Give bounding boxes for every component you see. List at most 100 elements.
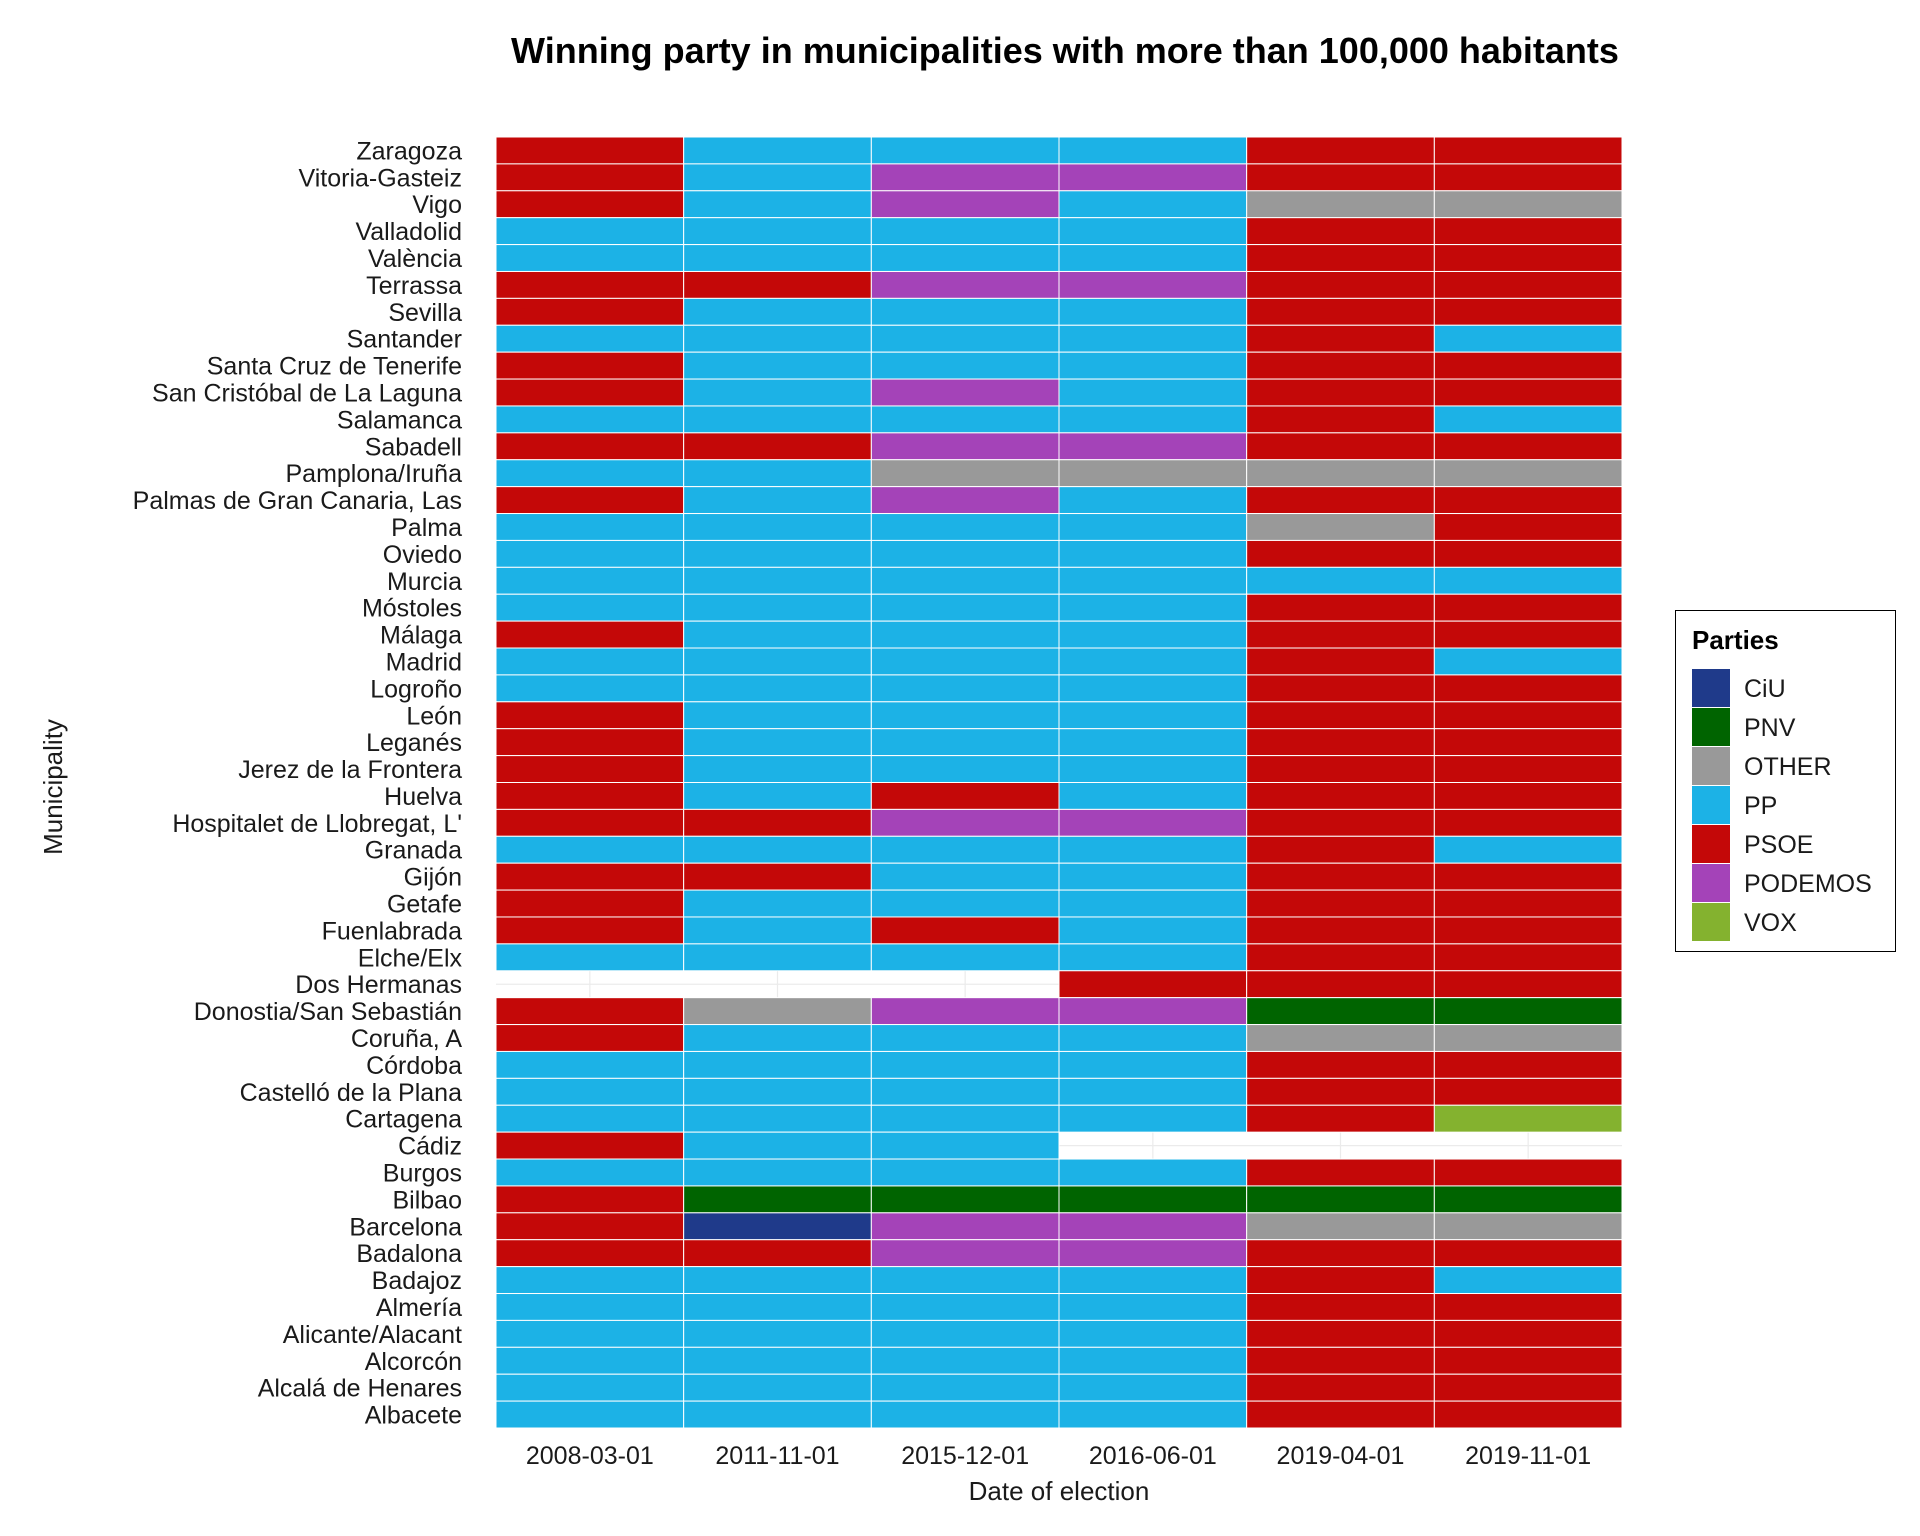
y-tick-label: Alcorcón: [365, 1348, 462, 1376]
heatmap-cell: [1058, 1024, 1248, 1052]
y-tick-label: Santa Cruz de Tenerife: [207, 353, 462, 381]
heatmap-cell: [1433, 620, 1623, 649]
legend-swatch: [1692, 708, 1730, 746]
heatmap-cell: [495, 1104, 685, 1133]
heatmap-cell: [683, 324, 872, 353]
heatmap-cell: [1246, 1319, 1435, 1348]
heatmap-cell: [870, 190, 1060, 219]
heatmap-cell: [683, 432, 872, 461]
heatmap-cell: [683, 1104, 872, 1133]
heatmap-cell: [870, 1400, 1060, 1429]
heatmap-cell: [683, 755, 872, 784]
heatmap-cell: [1433, 270, 1623, 299]
y-tick-label: Terrassa: [366, 272, 462, 300]
heatmap-cell: [1058, 593, 1248, 622]
heatmap-cell: [1433, 136, 1623, 165]
y-tick-label: Cartagena: [345, 1106, 462, 1134]
heatmap-cell: [1246, 244, 1435, 272]
heatmap-cell: [495, 808, 685, 837]
heatmap-cell: [870, 916, 1060, 945]
heatmap-cell: [1058, 297, 1248, 326]
heatmap-cell: [1058, 513, 1248, 541]
y-tick-label: Alcalá de Henares: [258, 1375, 462, 1403]
y-tick-label: Vitoria-Gasteiz: [299, 164, 463, 192]
heatmap-cell: [1246, 1400, 1435, 1429]
heatmap-cell: [1058, 970, 1248, 999]
heatmap-cell: [495, 647, 685, 676]
y-tick-label: Salamanca: [337, 406, 462, 434]
heatmap-cell: [1058, 1104, 1248, 1133]
y-tick-label: Huelva: [384, 783, 462, 811]
heatmap-cell: [1246, 270, 1435, 299]
heatmap-cell: [870, 163, 1060, 192]
heatmap-cell: [1433, 1024, 1623, 1052]
heatmap-cell: [683, 1266, 872, 1295]
y-tick-label: Bilbao: [393, 1186, 463, 1214]
heatmap-cell: [1058, 1266, 1248, 1295]
heatmap-cell: [1246, 513, 1435, 541]
heatmap-cell: [1246, 808, 1435, 837]
heatmap-cell: [1058, 244, 1248, 272]
heatmap-cell: [1058, 324, 1248, 353]
heatmap-cell: [870, 1077, 1060, 1106]
heatmap-cell: [870, 324, 1060, 353]
heatmap-cell: [1246, 190, 1435, 219]
heatmap-cell: [1058, 755, 1248, 784]
x-tick-label: 2015-12-01: [901, 1442, 1029, 1470]
heatmap-cell: [495, 943, 685, 972]
heatmap-cell: [495, 835, 685, 864]
y-tick-label: Coruña, A: [351, 1025, 463, 1053]
heatmap-cell: [495, 862, 685, 891]
heatmap-cell: [1058, 1319, 1248, 1348]
heatmap-cell: [870, 405, 1060, 434]
heatmap-cell: [1058, 163, 1248, 192]
heatmap-cell: [1058, 190, 1248, 219]
heatmap-cell: [495, 1212, 685, 1241]
heatmap-cell: [1433, 459, 1623, 488]
heatmap-cell: [1433, 432, 1623, 461]
legend-label: PNV: [1744, 714, 1796, 742]
legend-title: Parties: [1692, 625, 1779, 655]
heatmap-cell: [870, 1212, 1060, 1241]
heatmap-cell: [683, 1400, 872, 1429]
heatmap-cell: [870, 1104, 1060, 1133]
heatmap-cell: [495, 539, 685, 568]
heatmap-cell: [1433, 808, 1623, 837]
cells-layer: [495, 136, 1623, 1429]
heatmap-cell: [683, 1293, 872, 1321]
heatmap-cell: [495, 1024, 685, 1052]
heatmap-cell: [1433, 566, 1623, 595]
heatmap-cell: [870, 270, 1060, 299]
heatmap-cell: [1058, 351, 1248, 380]
y-tick-label: Burgos: [383, 1159, 462, 1187]
heatmap-cell: [1246, 1266, 1435, 1295]
heatmap-cell: [1246, 136, 1435, 165]
heatmap-cell: [1433, 1212, 1623, 1241]
heatmap-cell: [1433, 190, 1623, 219]
y-tick-label: Murcia: [387, 568, 462, 596]
y-tick-label: Gijón: [404, 864, 462, 892]
heatmap-cell: [495, 889, 685, 918]
legend-label: PODEMOS: [1744, 870, 1872, 898]
heatmap-cell: [1058, 1185, 1248, 1214]
y-tick-label: Elche/Elx: [358, 944, 463, 972]
heatmap-cell: [1246, 728, 1435, 757]
heatmap-cell: [870, 1185, 1060, 1214]
y-tick-label: Palmas de Gran Canaria, Las: [133, 487, 462, 515]
heatmap-cell: [1246, 889, 1435, 918]
heatmap-cell: [495, 270, 685, 299]
heatmap-cell: [870, 486, 1060, 515]
legend-swatch: [1692, 864, 1730, 902]
heatmap-cell: [1246, 378, 1435, 407]
heatmap-cell: [683, 782, 872, 810]
y-tick-label: Vigo: [412, 191, 462, 219]
heatmap-cell: [1433, 997, 1623, 1026]
heatmap-cell: [1433, 513, 1623, 541]
heatmap-cell: [495, 297, 685, 326]
heatmap-cell: [683, 566, 872, 595]
heatmap-cell: [1246, 1239, 1435, 1268]
heatmap-cell: [1433, 970, 1623, 999]
legend-label: VOX: [1744, 909, 1797, 937]
y-tick-label: Sabadell: [365, 433, 462, 461]
heatmap-cell: [870, 378, 1060, 407]
